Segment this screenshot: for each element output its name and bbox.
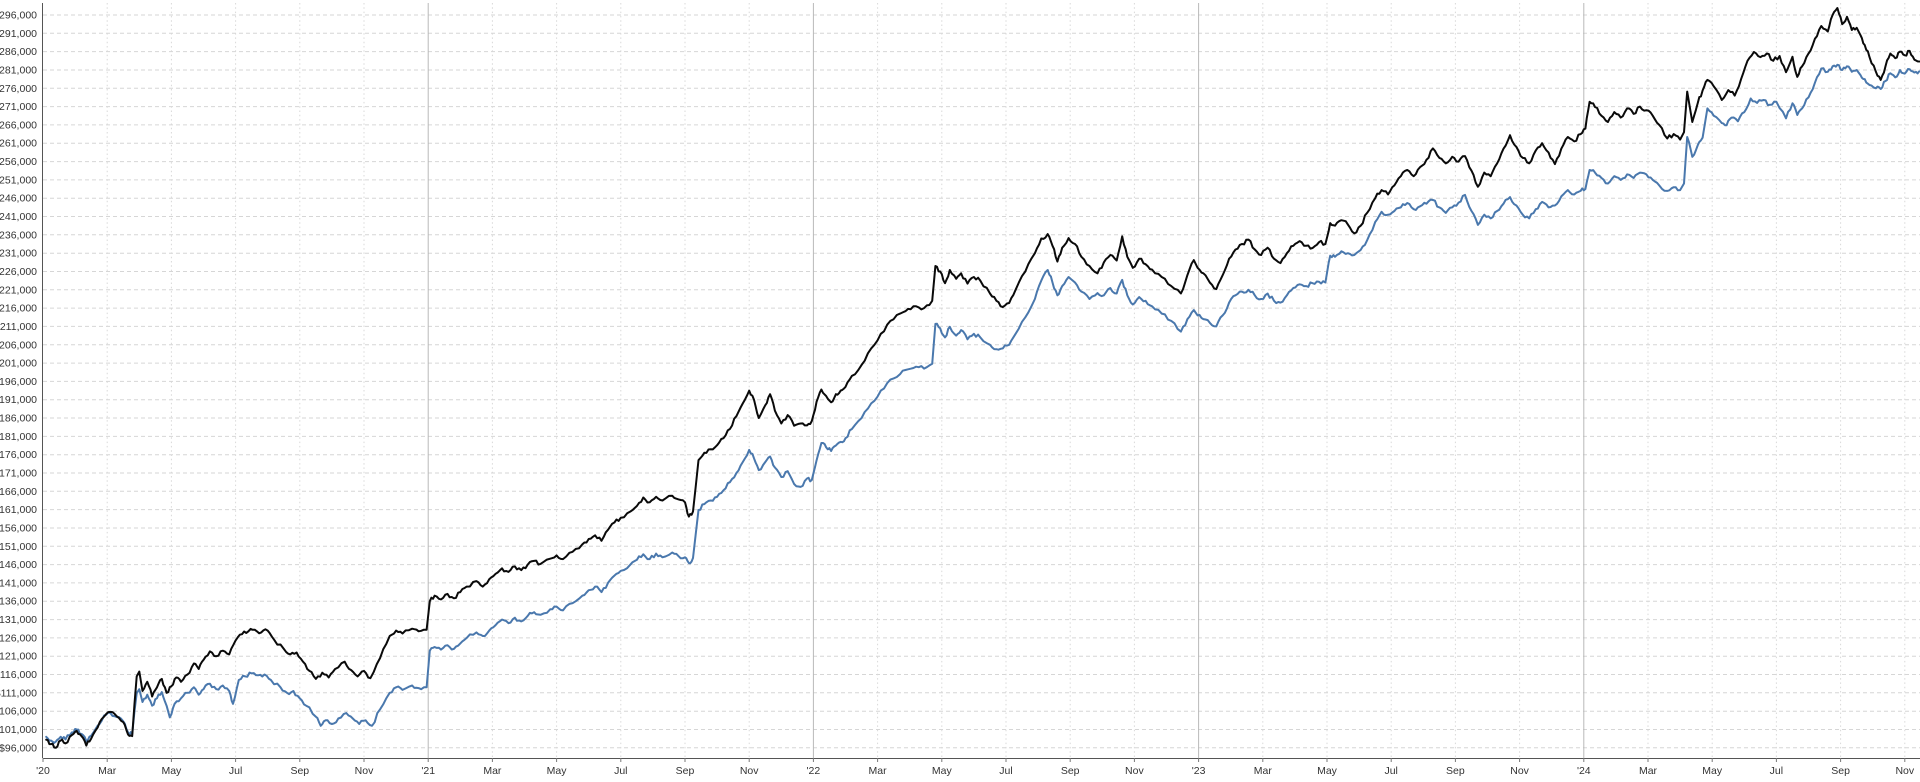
y-axis-label: $101,000 [0,724,37,736]
x-axis-label: May [1317,765,1338,777]
x-axis-label: Mar [869,765,888,777]
y-axis-label: $156,000 [0,523,37,535]
y-axis-label: $251,000 [0,174,37,186]
x-axis-label: Jul [229,765,242,777]
y-axis-label: $266,000 [0,119,37,131]
y-axis-label: $106,000 [0,706,37,718]
y-axis-label: $236,000 [0,229,37,241]
x-axis-label: Mar [483,765,502,777]
y-axis-label: $296,000 [0,10,37,22]
x-axis-label: Jul [999,765,1012,777]
y-axis-label: $286,000 [0,46,37,58]
y-axis-label: $226,000 [0,266,37,278]
y-axis-label: $151,000 [0,541,37,553]
x-axis-label: Sep [290,765,309,777]
x-axis-label: Mar [98,765,117,777]
y-axis-label: $276,000 [0,83,37,95]
x-axis-label: Nov [1895,765,1914,777]
y-axis-label: $216,000 [0,303,37,315]
y-axis-label: $211,000 [0,321,37,333]
y-axis-label: $291,000 [0,28,37,40]
x-axis-label: May [932,765,953,777]
y-axis-label: $221,000 [0,284,37,296]
y-axis-label: $201,000 [0,358,37,370]
series-line-portfolio-black [45,7,1920,749]
y-axis-label: $271,000 [0,101,37,113]
y-axis-label: $176,000 [0,449,37,461]
y-axis-label: $196,000 [0,376,37,388]
x-axis-label: Jul [1770,765,1783,777]
y-axis-label: $181,000 [0,431,37,443]
y-axis-label: $141,000 [0,577,37,589]
x-axis-label: '24 [1577,765,1591,777]
x-axis-label: Sep [676,765,695,777]
x-axis-label: Nov [355,765,374,777]
y-axis-label: $246,000 [0,193,37,205]
x-axis-label: Nov [1510,765,1529,777]
y-axis-label: $161,000 [0,504,37,516]
y-axis-label: $166,000 [0,486,37,498]
x-axis-label: '20 [36,765,50,777]
x-axis-label: Sep [1446,765,1465,777]
y-axis-label: $111,000 [0,687,37,699]
x-axis-label: Sep [1061,765,1080,777]
x-axis-label: Sep [1831,765,1850,777]
y-axis-label: $231,000 [0,248,37,260]
x-axis-label: Jul [1384,765,1397,777]
x-axis-label: Nov [740,765,759,777]
y-axis-label: $171,000 [0,468,37,480]
y-axis-label: $121,000 [0,651,37,663]
x-axis-label: Nov [1125,765,1144,777]
y-axis-label: $191,000 [0,394,37,406]
x-axis-label: Mar [1254,765,1273,777]
y-axis-label: $256,000 [0,156,37,168]
y-axis-label: $281,000 [0,65,37,77]
x-axis-label: '23 [1192,765,1206,777]
x-axis-label: Mar [1639,765,1658,777]
y-axis-label: $116,000 [0,669,37,681]
y-axis-label: $126,000 [0,632,37,644]
y-axis-label: $96,000 [0,742,37,754]
y-axis-label: $206,000 [0,339,37,351]
series-line-portfolio-blue [45,63,1920,744]
x-axis-label: May [161,765,182,777]
x-axis-label: '22 [807,765,821,777]
x-axis-label: '21 [421,765,435,777]
y-axis-label: $146,000 [0,559,37,571]
x-axis-label: May [1702,765,1723,777]
x-axis-label: Jul [614,765,627,777]
y-axis-label: $136,000 [0,596,37,608]
x-axis-label: May [547,765,568,777]
y-axis-label: $241,000 [0,211,37,223]
y-axis-label: $261,000 [0,138,37,150]
y-axis-label: $186,000 [0,413,37,425]
y-axis-label: $131,000 [0,614,37,626]
